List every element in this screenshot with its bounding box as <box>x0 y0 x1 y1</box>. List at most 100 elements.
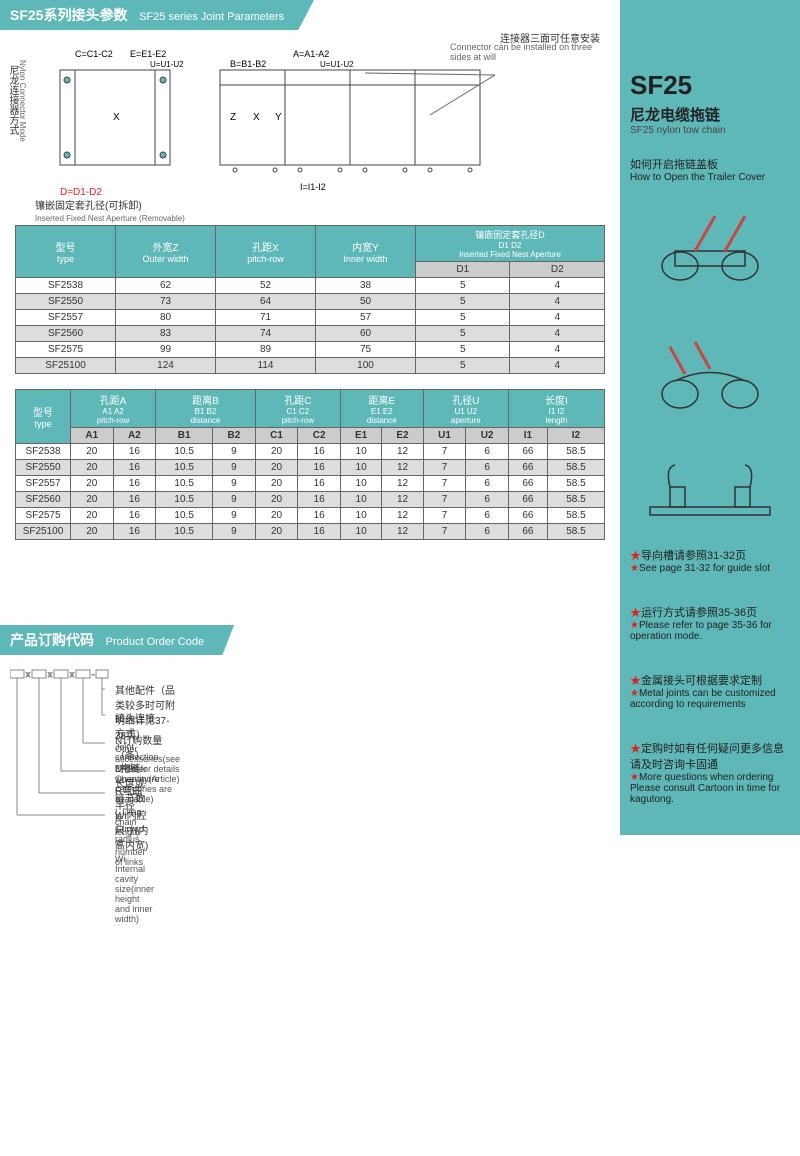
table-cell: SF2550 <box>16 294 116 310</box>
order-code-diagram: x x x - 其他配件（品类较多时可附明细详见37-38页）Other acc… <box>0 655 620 835</box>
svg-text:x: x <box>26 670 30 679</box>
table-cell: 12 <box>382 460 423 476</box>
table-cell: 9 <box>213 508 256 524</box>
table-cell: 7 <box>423 492 466 508</box>
table-cell: 10.5 <box>156 444 213 460</box>
header-cn: SF25系列接头参数 <box>10 7 127 23</box>
side-note-cn: ★金属接头可根据要求定制 <box>630 672 790 688</box>
table-cell: 6 <box>466 492 509 508</box>
sidebar: SF25 尼龙电缆拖链 SF25 nylon tow chain 如何开启拖链盖… <box>620 0 800 835</box>
table-cell: 73 <box>116 294 216 310</box>
table-cell: 16 <box>113 524 156 540</box>
table-cell: 58.5 <box>547 524 604 540</box>
product-name-en: SF25 nylon tow chain <box>630 125 790 136</box>
table-cell: 6 <box>466 460 509 476</box>
header2-cn: 产品订购代码 <box>10 632 94 648</box>
howto-cn: 如何开启拖链盖板 <box>630 156 790 172</box>
table-cell: 10 <box>340 492 381 508</box>
table-cell: 20 <box>71 508 114 524</box>
howto-en: How to Open the Trailer Cover <box>630 172 790 183</box>
table-cell: 66 <box>508 492 547 508</box>
side-note-en: ★More questions when ordering Please con… <box>630 772 790 805</box>
table-cell: 6 <box>466 444 509 460</box>
table-cell: 5 <box>416 310 510 326</box>
table-cell: SF25100 <box>16 524 71 540</box>
table-cell: 75 <box>316 342 416 358</box>
table-cell: 20 <box>255 492 298 508</box>
table-cell: 10 <box>340 476 381 492</box>
table-cell: 4 <box>510 342 605 358</box>
diag-bottom-cn: 镶嵌固定套孔径(可拆卸) <box>35 197 142 212</box>
table-cell: 66 <box>508 444 547 460</box>
table-cell: 9 <box>213 492 256 508</box>
table-cell: SF2575 <box>16 342 116 358</box>
order-line-en: Wi Internal cavity size(inner height and… <box>115 854 154 924</box>
svg-text:E=E1-E2: E=E1-E2 <box>130 49 166 59</box>
table-cell: 20 <box>71 492 114 508</box>
table-cell: SF2538 <box>16 444 71 460</box>
svg-text:Y: Y <box>275 112 282 123</box>
table-cell: 10.5 <box>156 476 213 492</box>
illustration-2 <box>630 319 790 439</box>
table-cell: 66 <box>508 524 547 540</box>
table-cell: 12 <box>382 476 423 492</box>
parameters-table-2: 型号type孔距AA1 A2pitch-row距离BB1 B2distance孔… <box>15 389 605 540</box>
table-cell: 4 <box>510 358 605 374</box>
svg-text:B=B1-B2: B=B1-B2 <box>230 59 266 69</box>
table-cell: 10 <box>340 444 381 460</box>
product-code: SF25 <box>630 70 790 101</box>
table-cell: 7 <box>423 508 466 524</box>
table-cell: 16 <box>298 460 341 476</box>
svg-text:X: X <box>253 112 260 123</box>
table-cell: 50 <box>316 294 416 310</box>
svg-text:C=C1-C2: C=C1-C2 <box>75 49 113 59</box>
table-cell: 12 <box>382 492 423 508</box>
table-cell: 16 <box>298 492 341 508</box>
table-cell: 10 <box>340 460 381 476</box>
table-cell: 10 <box>340 524 381 540</box>
table-cell: 6 <box>466 524 509 540</box>
header2-en: Product Order Code <box>106 636 204 648</box>
table-cell: 9 <box>213 444 256 460</box>
table-cell: 60 <box>316 326 416 342</box>
table-cell: 20 <box>71 444 114 460</box>
side-note-cn: ★运行方式请参照35-36页 <box>630 604 790 620</box>
side-note-cn: ★导向槽请参照31-32页 <box>630 547 790 563</box>
table-cell: 4 <box>510 278 605 294</box>
table-cell: SF2557 <box>16 476 71 492</box>
table-cell: 6 <box>466 508 509 524</box>
illustration-1 <box>630 191 790 311</box>
table-cell: 66 <box>508 476 547 492</box>
table-cell: 9 <box>213 476 256 492</box>
table-cell: 9 <box>213 460 256 476</box>
joint-schematic: C=C1-C2 E=E1-E2 U=U1-U2 A=A1-A2 B=B1-B2 … <box>35 45 595 205</box>
table-cell: 124 <box>116 358 216 374</box>
table-cell: 20 <box>255 460 298 476</box>
table-cell: 10.5 <box>156 508 213 524</box>
table-cell: 7 <box>423 444 466 460</box>
table-cell: 20 <box>255 524 298 540</box>
svg-text:x: x <box>70 670 74 679</box>
svg-text:X: X <box>113 112 120 123</box>
table-cell: 5 <box>416 278 510 294</box>
table-cell: 4 <box>510 310 605 326</box>
table-cell: 5 <box>416 342 510 358</box>
side-note-en: ★See page 31-32 for guide slot <box>630 563 790 574</box>
svg-text:U=U1-U2: U=U1-U2 <box>320 60 354 69</box>
diag-vlabel-en: Nylon Connector Mode <box>18 60 27 142</box>
header-en: SF25 series Joint Parameters <box>139 11 284 23</box>
parameters-table-1: 型号type外宽ZOuter width孔距Xpitch-row内宽YInner… <box>15 225 605 374</box>
product-name-cn: 尼龙电缆拖链 <box>630 104 790 125</box>
table-cell: 58.5 <box>547 460 604 476</box>
svg-text:I=I1-I2: I=I1-I2 <box>300 182 326 192</box>
illustration-3 <box>630 447 790 537</box>
table-cell: 66 <box>508 508 547 524</box>
table-cell: 20 <box>71 524 114 540</box>
table-cell: 7 <box>423 524 466 540</box>
table-cell: 16 <box>298 476 341 492</box>
table-cell: SF25100 <box>16 358 116 374</box>
table-cell: 16 <box>113 460 156 476</box>
side-note-en: ★Metal joints can be customized accordin… <box>630 688 790 710</box>
table-cell: 6 <box>466 476 509 492</box>
table-cell: 99 <box>116 342 216 358</box>
